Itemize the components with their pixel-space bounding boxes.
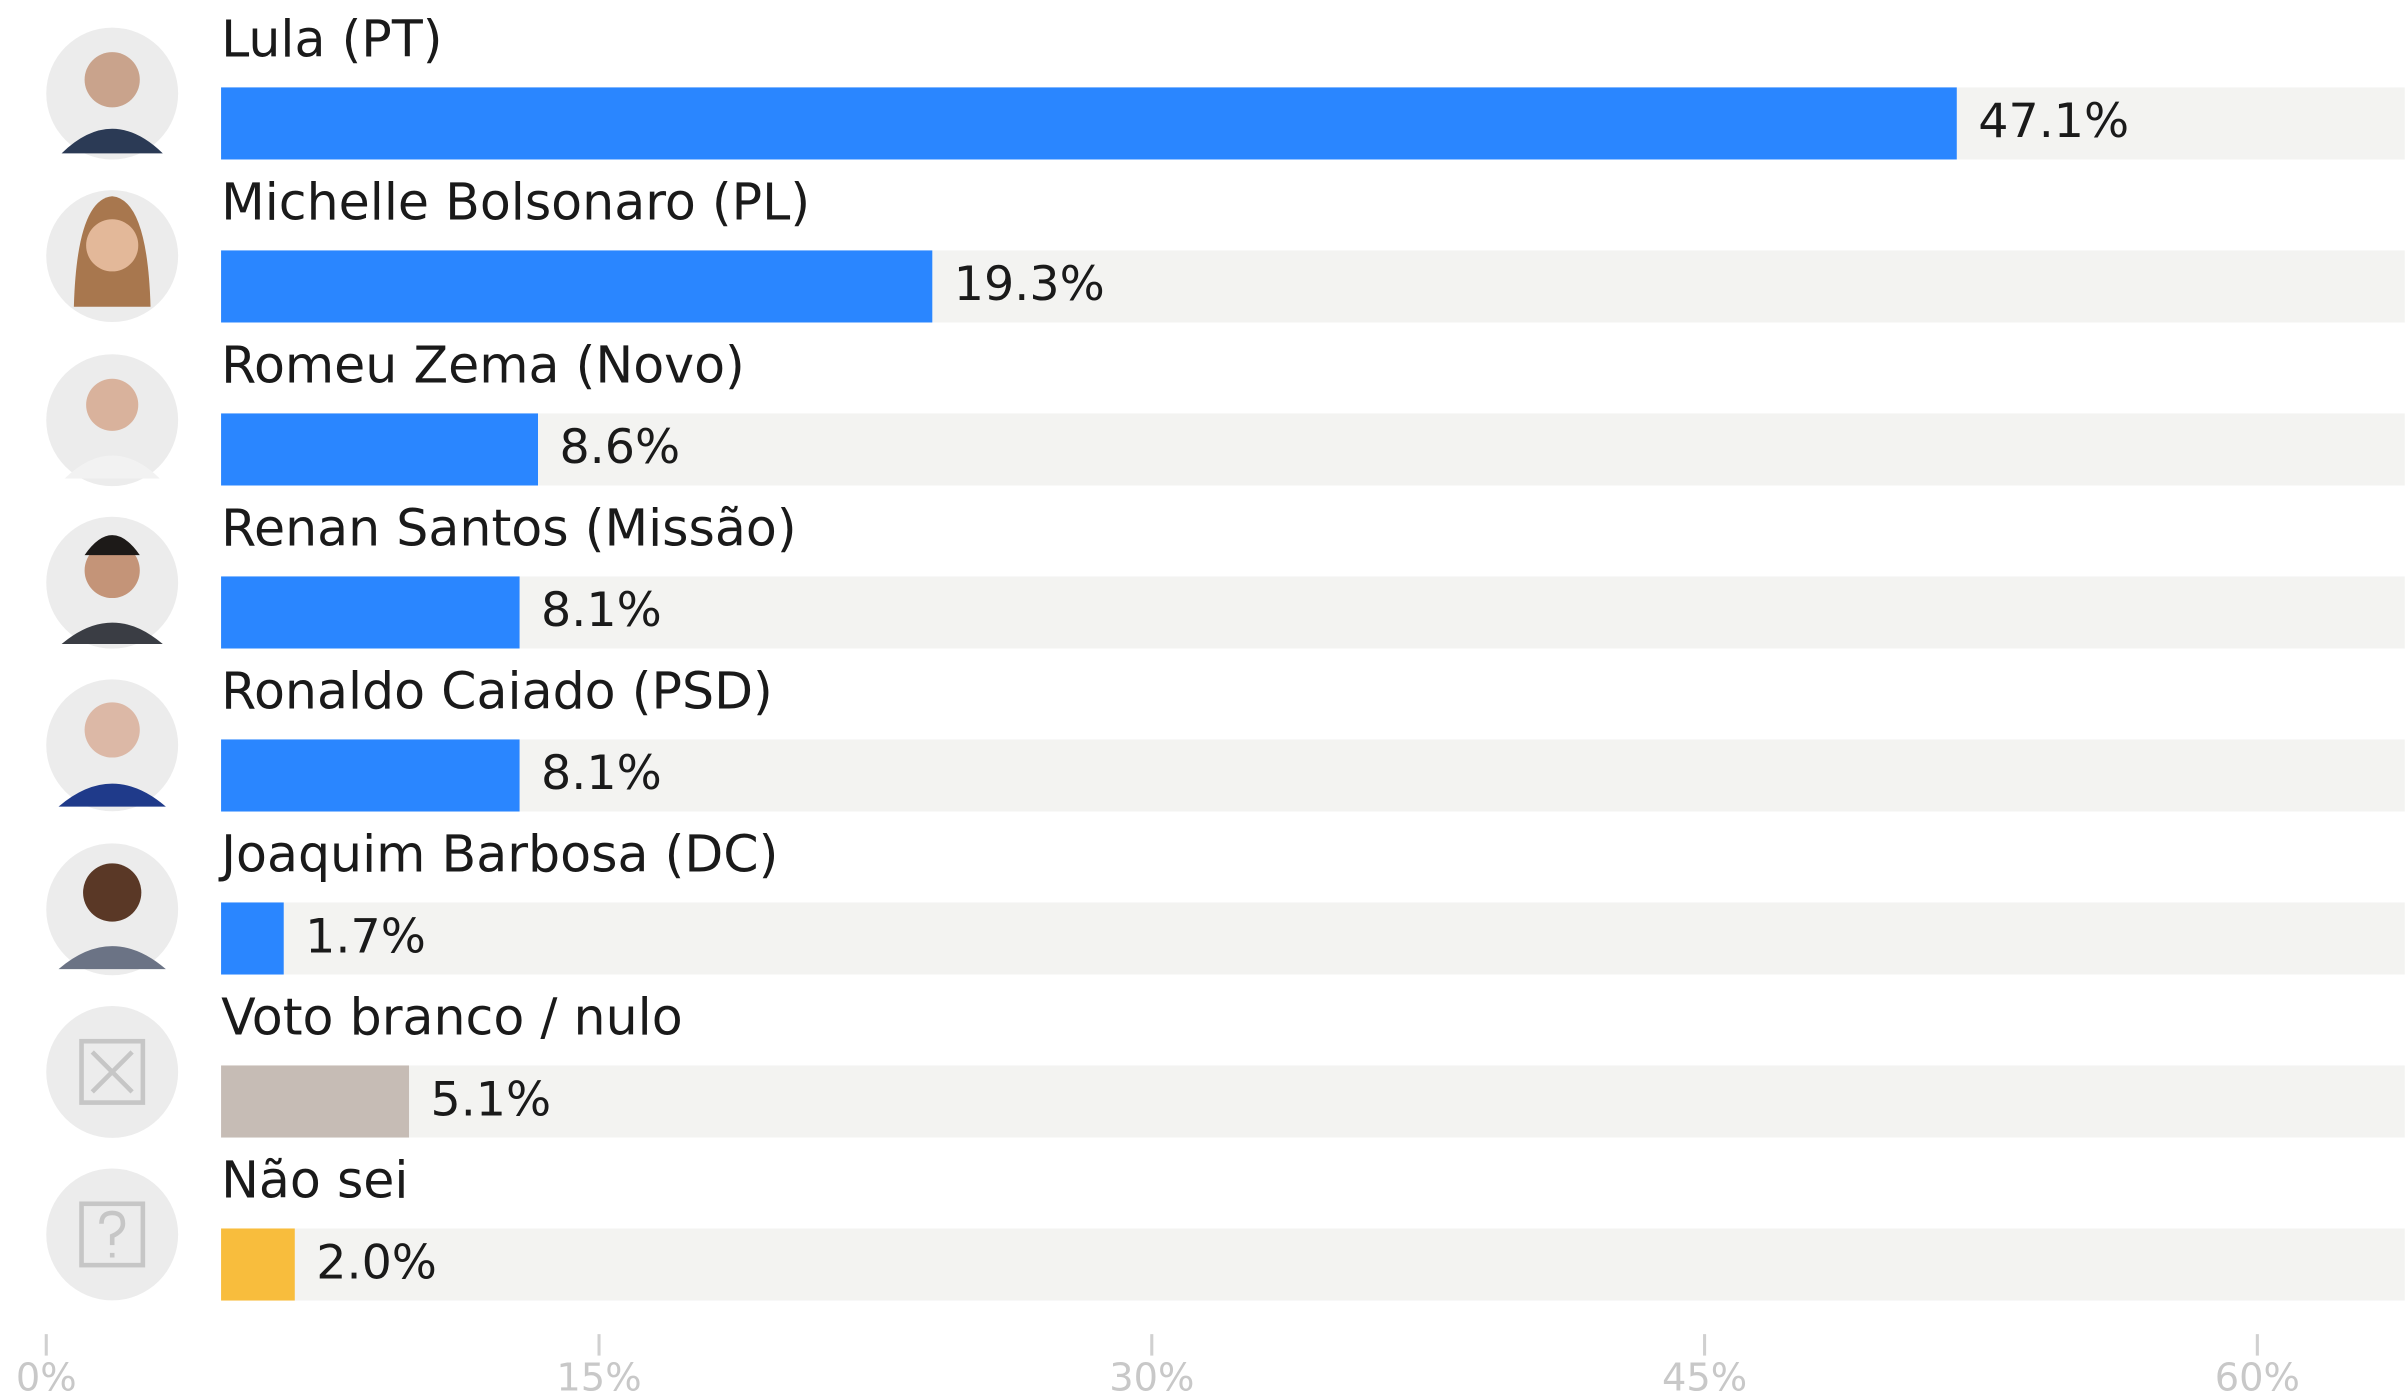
- bar: [221, 87, 1957, 160]
- bar: [221, 576, 520, 649]
- bar: [221, 902, 284, 975]
- candidate-name: Joaquim Barbosa (DC): [218, 824, 778, 883]
- x-tick-label: 30%: [1109, 1356, 1194, 1397]
- candidate-name: Não sei: [221, 1150, 408, 1209]
- bar-track: [221, 739, 2405, 812]
- value-label: 1.7%: [305, 909, 426, 964]
- unknown-icon: [46, 1168, 179, 1301]
- avatars: [46, 27, 179, 1301]
- candidate-name: Voto branco / nulo: [221, 987, 683, 1046]
- candidate-name: Ronaldo Caiado (PSD): [221, 661, 773, 720]
- avatar: [46, 843, 179, 976]
- bar-track: [221, 1065, 2405, 1138]
- avatar: [46, 516, 179, 649]
- bar: [221, 739, 520, 812]
- bar: [221, 250, 933, 323]
- bar: [221, 1228, 295, 1301]
- value-label: 19.3%: [954, 257, 1105, 312]
- bar: [221, 1065, 410, 1138]
- value-label: 8.6%: [559, 420, 680, 475]
- value-label: 8.1%: [541, 583, 662, 638]
- blank-icon: [46, 1005, 179, 1138]
- value-label: 5.1%: [430, 1072, 551, 1127]
- value-label: 8.1%: [541, 746, 662, 801]
- bar: [221, 413, 538, 486]
- candidate-name: Michelle Bolsonaro (PL): [221, 172, 810, 231]
- bar-track: [221, 1228, 2405, 1301]
- avatar: [46, 679, 179, 812]
- avatar: [46, 354, 179, 487]
- bar-track: [221, 413, 2405, 486]
- x-tick-label: 0%: [16, 1356, 77, 1397]
- candidate-name: Romeu Zema (Novo): [221, 335, 745, 394]
- value-label: 2.0%: [316, 1235, 437, 1290]
- avatar: [46, 27, 179, 160]
- x-tick-label: 15%: [556, 1356, 641, 1397]
- x-tick-label: 45%: [1662, 1356, 1747, 1397]
- value-label: 47.1%: [1978, 94, 2129, 149]
- avatar: [46, 190, 179, 323]
- bar-track: [221, 576, 2405, 649]
- x-tick-label: 60%: [2215, 1356, 2300, 1397]
- candidate-name: Renan Santos (Missão): [221, 498, 797, 557]
- bar-track: [221, 902, 2405, 975]
- candidate-name: Lula (PT): [221, 9, 442, 68]
